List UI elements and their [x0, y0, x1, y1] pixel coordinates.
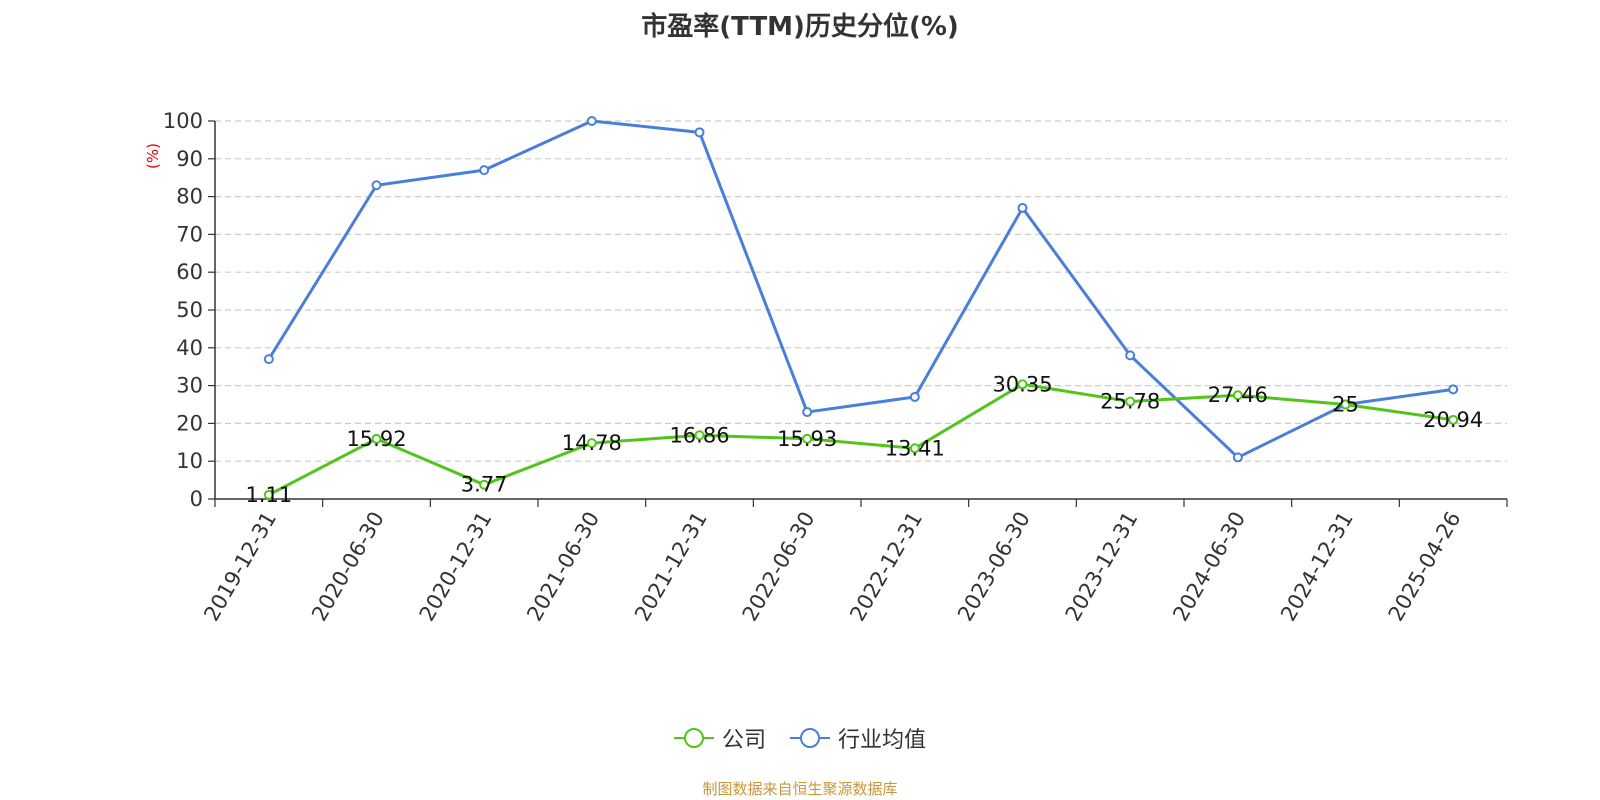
data-label: 25.78: [1100, 390, 1160, 414]
data-label: 30.35: [992, 372, 1052, 396]
x-tick-label: 2025-04-26: [1384, 508, 1466, 626]
data-point-industry-average[interactable]: [802, 407, 813, 418]
data-point-industry-average[interactable]: [371, 180, 382, 191]
source-note: 制图数据来自恒生聚源数据库: [702, 780, 898, 798]
data-label: 20.94: [1423, 408, 1483, 432]
data-label: 14.78: [562, 431, 622, 455]
axis-layer: 0 10 20 30 40 50 60 70 80 90 100(%) 2019-12-31 2020-…: [144, 109, 1508, 626]
legend-item-company[interactable]: 公司: [673, 722, 766, 754]
data-label: 27.46: [1208, 383, 1268, 407]
data-point-company[interactable]: [586, 438, 597, 449]
data-point-industry-average[interactable]: [694, 127, 705, 138]
data-point-company[interactable]: [479, 479, 490, 490]
data-label-layer: 1.11 15.92 3.77 14.78 16.86 15.93 13.41 30.35 25…: [245, 372, 1483, 507]
data-point-company[interactable]: [1232, 390, 1243, 401]
data-point-company[interactable]: [1340, 399, 1351, 410]
data-label: 15.92: [346, 427, 406, 451]
x-tick-label: 2021-12-31: [630, 508, 712, 626]
x-tick-label: 2024-12-31: [1276, 508, 1358, 626]
data-point-company[interactable]: [802, 433, 813, 444]
legend-label-industry-average: 行业均值: [838, 728, 927, 753]
data-point-company[interactable]: [1448, 414, 1459, 425]
data-label: 15.93: [777, 427, 837, 451]
series-layer: [263, 116, 1459, 500]
data-point-company[interactable]: [1017, 379, 1028, 390]
x-tick-label: 2023-12-31: [1061, 508, 1143, 626]
y-tick-label: 30: [176, 374, 203, 398]
x-tick-label: 2024-06-30: [1168, 508, 1250, 626]
x-tick-label: 2020-06-30: [307, 508, 389, 626]
data-label: 1.11: [245, 483, 292, 507]
data-point-company[interactable]: [371, 433, 382, 444]
x-tick-label: 2020-12-31: [415, 508, 497, 626]
data-point-industry-average[interactable]: [1232, 452, 1243, 463]
series-line-company: [268, 382, 1454, 497]
y-tick-label: 80: [176, 185, 203, 209]
y-tick-label: 0: [190, 487, 203, 511]
data-point-company[interactable]: [694, 430, 705, 441]
data-point-company[interactable]: [1125, 396, 1136, 407]
chart-title: 市盈率(TTM)历史分位(%): [641, 12, 959, 42]
x-tick-label: 2019-12-31: [199, 508, 281, 626]
data-point-industry-average[interactable]: [1448, 384, 1459, 395]
data-label: 3.77: [461, 473, 508, 497]
y-tick-label: 60: [176, 260, 203, 284]
y-tick-label: 10: [176, 449, 203, 473]
x-tick-label: 2022-06-30: [738, 508, 820, 626]
data-point-industry-average[interactable]: [1017, 202, 1028, 213]
grid-layer: [215, 120, 1507, 462]
legend: 公司 行业均值: [0, 722, 1600, 754]
y-tick-label: 50: [176, 298, 203, 322]
legend-label-company: 公司: [721, 728, 766, 753]
x-tick-label: 2021-06-30: [522, 508, 604, 626]
x-tick-label: 2022-12-31: [845, 508, 927, 626]
y-tick-label: 20: [176, 411, 203, 435]
series-line-industry-average: [267, 119, 1454, 459]
data-label: 16.86: [669, 423, 729, 447]
y-tick-label: 90: [176, 147, 203, 171]
legend-line-circle-icon: [673, 728, 714, 748]
data-point-company[interactable]: [263, 489, 274, 500]
data-point-industry-average[interactable]: [263, 354, 274, 365]
legend-line-circle-icon: [790, 728, 830, 748]
data-point-industry-average[interactable]: [909, 391, 920, 402]
data-point-industry-average[interactable]: [479, 165, 490, 176]
data-point-company[interactable]: [909, 443, 920, 454]
y-tick-label: 40: [176, 336, 203, 360]
y-tick-label: 70: [176, 222, 203, 246]
legend-item-industry-average[interactable]: 行业均值: [790, 722, 926, 754]
data-point-industry-average[interactable]: [1125, 350, 1136, 361]
data-label: 13.41: [885, 436, 945, 460]
y-tick-label: 100: [163, 109, 203, 133]
y-axis-label: (%): [144, 143, 162, 169]
data-label: 25: [1332, 393, 1359, 417]
x-tick-label: 2023-06-30: [953, 508, 1035, 626]
data-point-industry-average[interactable]: [586, 116, 597, 126]
